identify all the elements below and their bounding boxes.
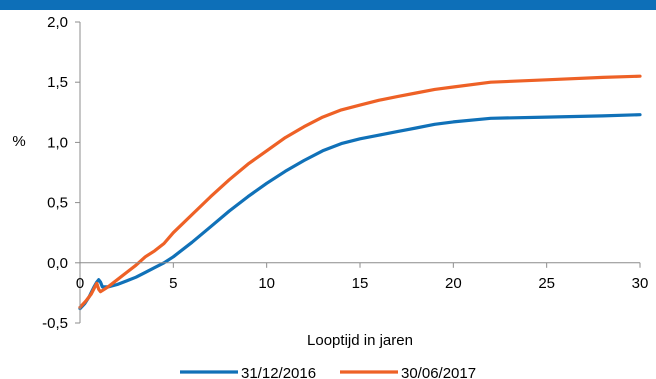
x-axis-title: Looptijd in jaren bbox=[307, 332, 413, 349]
x-tick-label: 0 bbox=[76, 275, 84, 292]
x-tick-label: 5 bbox=[169, 275, 177, 292]
x-tick-label: 20 bbox=[445, 275, 462, 292]
x-tick-label: 10 bbox=[258, 275, 275, 292]
axis-layer bbox=[75, 21, 641, 324]
legend-label-1: 31/12/2016 bbox=[241, 365, 316, 379]
y-tick-label: 1,5 bbox=[47, 74, 68, 91]
y-tick-label: 2,0 bbox=[47, 14, 68, 31]
y-tick-label: 0,0 bbox=[47, 255, 68, 272]
series-line-1 bbox=[78, 113, 642, 311]
title-bar bbox=[0, 0, 656, 10]
legend-label-2: 30/06/2017 bbox=[401, 365, 476, 379]
x-tick-label: 30 bbox=[632, 275, 649, 292]
label-layer: -0,5 0,0 0,5 1,0 1,5 2,0 0 5 10 15 20 25 30 bbox=[42, 14, 648, 332]
series-line-2 bbox=[78, 74, 642, 309]
series-layer bbox=[78, 74, 642, 311]
y-tick-label: -0,5 bbox=[42, 315, 68, 332]
y-tick-label: 1,0 bbox=[47, 134, 68, 151]
x-tick-label: 25 bbox=[538, 275, 555, 292]
legend: 31/12/2016 30/06/2017 bbox=[180, 365, 476, 379]
y-tick-label: 0,5 bbox=[47, 195, 68, 212]
y-axis-title: % bbox=[12, 133, 25, 150]
x-tick-label: 15 bbox=[352, 275, 369, 292]
